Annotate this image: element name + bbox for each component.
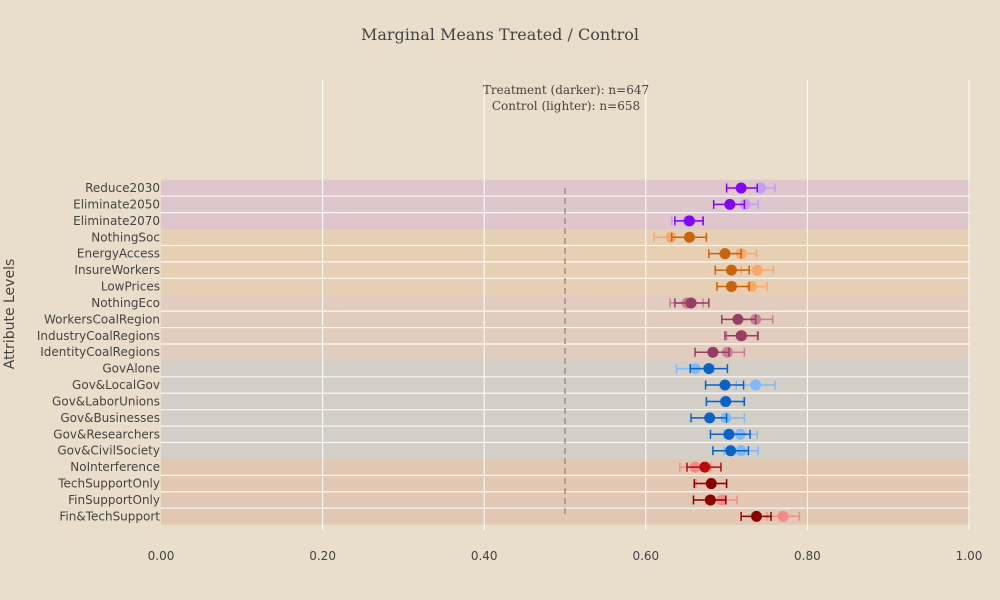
control-point — [751, 264, 763, 276]
treatment-marker — [690, 412, 728, 424]
treatment-marker — [716, 281, 750, 293]
treatment-marker — [709, 428, 751, 440]
y-tick-label: Gov&Businesses — [60, 411, 160, 425]
y-tick-label: IndustryCoalRegions — [37, 329, 160, 343]
treatment-point — [704, 412, 716, 424]
treatment-marker — [704, 379, 745, 391]
treatment-point — [735, 182, 747, 194]
control-point — [665, 231, 677, 243]
control-point — [777, 510, 789, 522]
y-tick-label: Gov&LaborUnions — [52, 394, 160, 408]
annotation-control: Control (lighter): n=658 — [492, 99, 640, 113]
y-tick-label: Gov&LocalGov — [72, 378, 160, 392]
treatment-marker — [674, 297, 710, 309]
chart-title: Marginal Means Treated / Control — [361, 25, 639, 44]
y-tick-label: TechSupportOnly — [57, 477, 160, 491]
y-tick-label: FinSupportOnly — [68, 493, 160, 507]
x-tick-label: 0.60 — [632, 549, 659, 563]
y-tick-label: LowPrices — [101, 280, 160, 294]
x-tick-label: 0.40 — [471, 549, 498, 563]
x-tick-label: 0.80 — [794, 549, 821, 563]
treatment-point — [699, 461, 711, 473]
treatment-marker — [714, 264, 750, 276]
treatment-point — [683, 231, 695, 243]
y-tick-label: Gov&Researchers — [53, 427, 160, 441]
y-tick-label: Reduce2030 — [85, 181, 160, 195]
treatment-point — [724, 198, 736, 210]
treatment-marker — [740, 510, 772, 522]
y-tick-label: NothingEco — [91, 296, 160, 310]
treatment-marker — [686, 461, 722, 473]
treatment-point — [725, 281, 737, 293]
x-gridlines — [322, 80, 970, 530]
treatment-point — [725, 264, 737, 276]
treatment-point — [703, 363, 715, 375]
y-axis-title: Attribute Levels — [2, 259, 18, 370]
y-tick-label: WorkersCoalRegion — [44, 312, 160, 326]
control-point — [739, 198, 751, 210]
treatment-point — [732, 313, 744, 325]
y-tick-label: Eliminate2070 — [73, 214, 160, 228]
treatment-marker — [694, 346, 730, 358]
y-tick-label: NothingSoc — [91, 230, 160, 244]
treatment-point — [719, 248, 731, 260]
treatment-point — [735, 330, 747, 342]
treatment-point — [704, 494, 716, 506]
y-tick-label: EnergyAccess — [77, 247, 160, 261]
y-tick-label: Gov&CivilSociety — [57, 444, 160, 458]
y-tick-label: NoInterference — [70, 460, 160, 474]
y-tick-labels: Reduce2030 Eliminate2050 Eliminate2070 Noth… — [37, 181, 160, 523]
treatment-marker — [674, 215, 704, 227]
treatment-marker — [721, 313, 757, 325]
treatment-marker — [712, 198, 746, 210]
treatment-marker — [705, 395, 746, 407]
treatment-point — [750, 510, 762, 522]
y-tick-label: Eliminate2050 — [73, 197, 160, 211]
treatment-marker — [708, 248, 742, 260]
treatment-marker — [692, 494, 727, 506]
control-point — [750, 379, 762, 391]
x-tick-labels: 0.00 0.20 0.40 0.60 0.80 1.00 — [148, 549, 983, 563]
data-points — [653, 182, 801, 522]
treatment-marker — [725, 182, 759, 194]
treatment-point — [683, 215, 695, 227]
x-tick-label: 0.00 — [148, 549, 175, 563]
treatment-point — [705, 478, 717, 490]
treatment-point — [707, 346, 719, 358]
y-tick-label: Fin&TechSupport — [59, 509, 160, 523]
treatment-point — [720, 395, 732, 407]
y-tick-label: IdentityCoalRegions — [40, 345, 160, 359]
treatment-marker — [693, 478, 728, 490]
x-tick-label: 0.20 — [309, 549, 336, 563]
treatment-marker — [670, 231, 708, 243]
treatment-point — [719, 379, 731, 391]
x-tick-label: 1.00 — [956, 549, 983, 563]
y-tick-label: GovAlone — [102, 362, 160, 376]
treatment-point — [685, 297, 697, 309]
treatment-point — [723, 428, 735, 440]
treatment-marker — [712, 445, 750, 457]
annotation-treatment: Treatment (darker): n=647 — [483, 83, 649, 97]
treatment-marker — [724, 330, 759, 342]
treatment-marker — [689, 363, 729, 375]
y-tick-label: InsureWorkers — [74, 263, 160, 277]
treatment-point — [725, 445, 737, 457]
